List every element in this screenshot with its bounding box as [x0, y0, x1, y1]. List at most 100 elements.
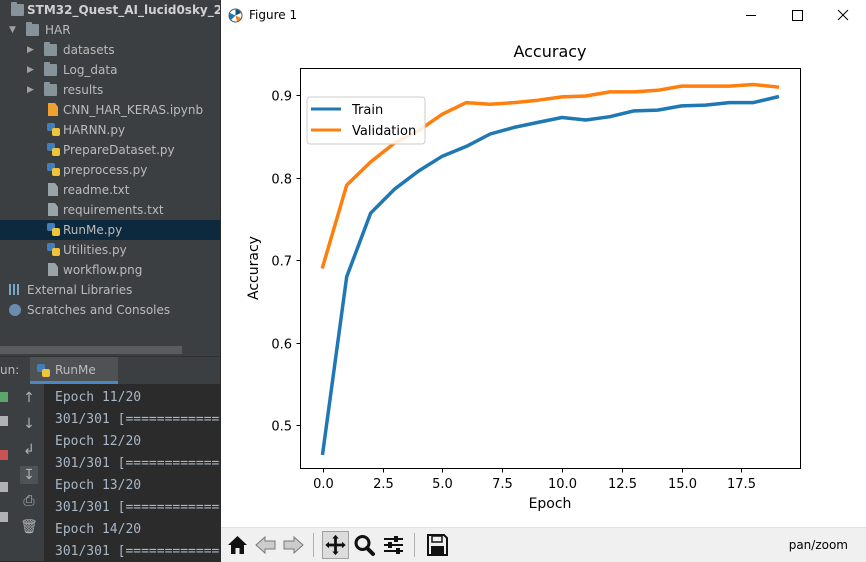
- y-tick-label: 0.5: [271, 420, 292, 435]
- forward-icon[interactable]: [280, 531, 307, 559]
- tree-item-label: HAR: [45, 20, 71, 40]
- pan-icon[interactable]: [322, 531, 349, 559]
- console-line: 301/301 [=============: [55, 456, 220, 471]
- folder-icon: [44, 84, 57, 96]
- tree-item-label: datasets: [63, 40, 115, 60]
- tree-item-label: External Libraries: [27, 280, 132, 300]
- python-file-icon: [47, 123, 60, 136]
- tree-item-preprocess[interactable]: preprocess.py: [0, 160, 220, 180]
- console-line: Epoch 12/20: [55, 434, 141, 449]
- series-line-train: [323, 97, 778, 453]
- minimize-button[interactable]: [728, 0, 774, 31]
- tree-item-datasets[interactable]: ▶ datasets: [0, 40, 220, 60]
- x-tick-label: 0.0: [313, 477, 334, 492]
- tree-item-runme[interactable]: RunMe.py: [0, 220, 220, 240]
- console-line: Epoch 11/20: [55, 390, 141, 405]
- tree-item-workflow[interactable]: workflow.png: [0, 260, 220, 280]
- print-icon[interactable]: ⎙: [20, 492, 38, 510]
- tree-item-label: Utilities.py: [63, 240, 127, 260]
- run-tab-label: RunMe: [55, 363, 96, 377]
- tree-item-label: requirements.txt: [63, 200, 164, 220]
- console-line: Epoch 13/20: [55, 478, 141, 493]
- restore-layout-icon[interactable]: [0, 482, 8, 492]
- python-file-icon: [47, 223, 60, 236]
- y-tick-label: 0.8: [271, 173, 292, 188]
- save-icon[interactable]: [424, 531, 451, 559]
- x-axis-label: Epoch: [529, 496, 572, 512]
- y-axis-label: Accuracy: [246, 236, 262, 300]
- tree-item-label: results: [63, 80, 103, 100]
- y-tick-label: 0.9: [271, 90, 292, 105]
- tree-root[interactable]: STM32_Quest_AI_lucid0sky_2022: [0, 0, 220, 20]
- back-icon[interactable]: [252, 531, 279, 559]
- tree-item-harnn[interactable]: HARNN.py: [0, 120, 220, 140]
- tree-item-har[interactable]: ▼ HAR: [0, 20, 220, 40]
- tree-item-preparedataset[interactable]: PrepareDataset.py: [0, 140, 220, 160]
- maximize-button[interactable]: [774, 0, 820, 31]
- close-button[interactable]: [820, 0, 866, 31]
- trash-icon[interactable]: 🗑: [20, 518, 38, 536]
- tree-item-label: Log_data: [63, 60, 117, 80]
- legend-label-train: Train: [351, 103, 383, 118]
- folder-icon: [44, 44, 57, 56]
- stop-icon[interactable]: [0, 450, 8, 460]
- subplots-icon[interactable]: [380, 531, 407, 559]
- x-tick-label: 2.5: [373, 477, 394, 492]
- x-tick-label: 17.5: [727, 477, 756, 492]
- soft-wrap-icon[interactable]: ↲: [20, 441, 38, 459]
- run-tab-runme[interactable]: RunMe: [30, 357, 118, 384]
- console-line: 301/301 [=============: [55, 412, 220, 427]
- y-tick-label: 0.7: [271, 255, 292, 270]
- python-file-icon: [47, 243, 60, 256]
- image-file-icon: [48, 263, 58, 276]
- python-file-icon: [47, 163, 60, 176]
- pin-icon[interactable]: [0, 512, 8, 522]
- python-file-icon: [47, 143, 60, 156]
- tree-item-label: readme.txt: [63, 180, 129, 200]
- console-line: Epoch 14/20: [55, 522, 141, 537]
- tree-horizontal-scrollbar[interactable]: [0, 346, 182, 354]
- chevron-right-icon[interactable]: ▶: [27, 60, 34, 80]
- scratches-icon: [9, 304, 21, 316]
- toolbar-status-message: pan/zoom: [789, 538, 848, 552]
- tree-item-label: preprocess.py: [63, 160, 147, 180]
- tree-item-utilities[interactable]: Utilities.py: [0, 240, 220, 260]
- x-tick-label: 5.0: [432, 477, 453, 492]
- tree-item-label: RunMe.py: [63, 220, 122, 240]
- arrow-up-icon[interactable]: ↑: [20, 389, 38, 407]
- figure-titlebar[interactable]: Figure 1: [221, 0, 866, 31]
- tree-item-requirements[interactable]: requirements.txt: [0, 200, 220, 220]
- chevron-down-icon[interactable]: ▼: [9, 20, 16, 40]
- chevron-right-icon[interactable]: ▶: [27, 40, 34, 60]
- scroll-to-end-icon[interactable]: ↧: [20, 466, 38, 484]
- arrow-down-icon[interactable]: ↓: [20, 415, 38, 433]
- tree-item-log-data[interactable]: ▶ Log_data: [0, 60, 220, 80]
- tree-item-readme[interactable]: readme.txt: [0, 180, 220, 200]
- matplotlib-logo-icon: [228, 8, 243, 23]
- ide-panel: STM32_Quest_AI_lucid0sky_2022 ▼ HAR ▶ da…: [0, 0, 220, 561]
- chevron-right-icon[interactable]: ▶: [27, 80, 34, 100]
- tree-root-label: STM32_Quest_AI_lucid0sky_2022: [27, 0, 220, 20]
- tree-item-label: workflow.png: [63, 260, 142, 280]
- rerun-icon[interactable]: [0, 392, 8, 402]
- tree-item-external-libraries[interactable]: External Libraries: [0, 280, 220, 300]
- tree-item-label: HARNN.py: [63, 120, 125, 140]
- folder-icon: [26, 24, 39, 36]
- tree-item-results[interactable]: ▶ results: [0, 80, 220, 100]
- tree-item-label: PrepareDataset.py: [63, 140, 175, 160]
- x-tick-label: 10.0: [548, 477, 577, 492]
- toolbar-separator: [313, 533, 314, 557]
- run-toolbar: ↑ ↓ ↲ ↧ ⎙ 🗑: [0, 384, 44, 561]
- tree-item-scratches[interactable]: Scratches and Consoles: [0, 300, 220, 320]
- run-label: un:: [0, 363, 19, 377]
- wrench-icon[interactable]: [0, 416, 8, 426]
- library-icon: [9, 284, 21, 295]
- home-icon[interactable]: [224, 531, 251, 559]
- zoom-icon[interactable]: [351, 531, 378, 559]
- console-line: 301/301 [=============: [55, 500, 220, 515]
- run-console[interactable]: Epoch 11/20 301/301 [============= Epoch…: [44, 384, 220, 561]
- tree-item-cnn-har-keras[interactable]: CNN_HAR_KERAS.ipynb: [0, 100, 220, 120]
